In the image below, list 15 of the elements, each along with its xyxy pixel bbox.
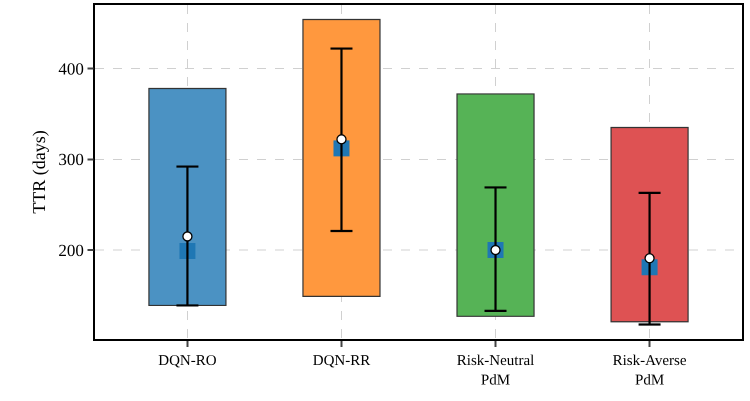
point	[336, 134, 347, 144]
y-axis-title: TTR (days)	[29, 130, 50, 214]
y-tick-label: 300	[58, 150, 84, 170]
point	[644, 253, 655, 264]
bar	[456, 93, 535, 317]
x-tick-label: Risk-Neutral PdM	[456, 352, 534, 388]
y-tick-label: 400	[58, 59, 84, 78]
x-tick-label: DQN-RR	[312, 352, 370, 369]
bar	[610, 126, 689, 322]
bar	[302, 18, 381, 297]
point	[182, 231, 193, 242]
y-tick-label: 200	[58, 241, 84, 260]
x-tick-label: DQN-RO	[158, 352, 217, 369]
bar	[148, 88, 227, 306]
x-tick-label: Risk-Averse PdM	[612, 352, 687, 388]
